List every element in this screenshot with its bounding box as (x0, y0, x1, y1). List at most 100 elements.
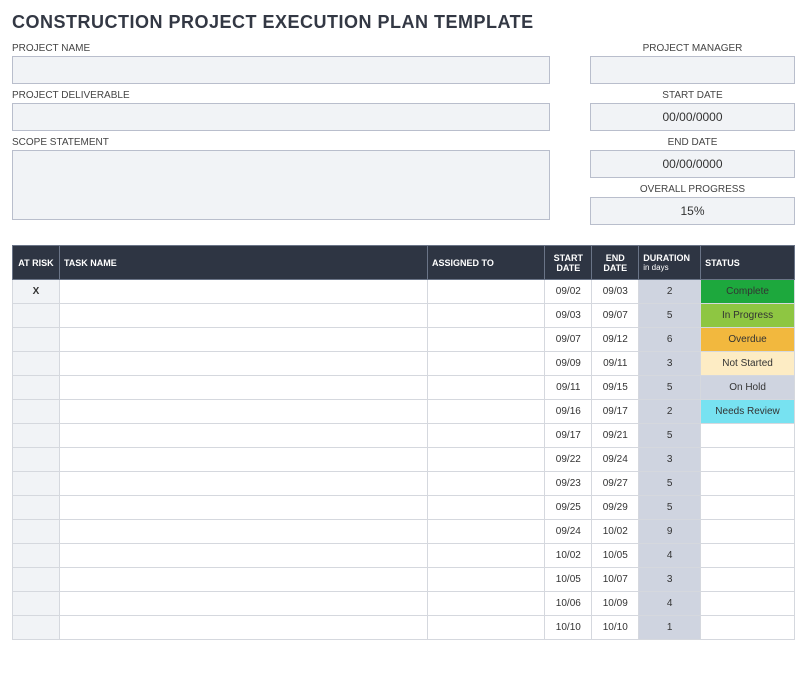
cell-end-date[interactable]: 10/07 (592, 568, 639, 592)
cell-assigned-to[interactable] (428, 328, 545, 352)
table-row[interactable]: 10/0510/073 (13, 568, 795, 592)
cell-at-risk[interactable] (13, 448, 60, 472)
cell-at-risk[interactable] (13, 568, 60, 592)
cell-start-date[interactable]: 10/02 (545, 544, 592, 568)
cell-status[interactable] (701, 544, 795, 568)
cell-at-risk[interactable] (13, 328, 60, 352)
cell-assigned-to[interactable] (428, 424, 545, 448)
cell-assigned-to[interactable] (428, 616, 545, 640)
cell-start-date[interactable]: 10/06 (545, 592, 592, 616)
cell-assigned-to[interactable] (428, 568, 545, 592)
cell-end-date[interactable]: 09/17 (592, 400, 639, 424)
cell-at-risk[interactable] (13, 424, 60, 448)
cell-start-date[interactable]: 09/07 (545, 328, 592, 352)
table-row[interactable]: 09/1109/155On Hold (13, 376, 795, 400)
table-row[interactable]: 10/0610/094 (13, 592, 795, 616)
cell-assigned-to[interactable] (428, 352, 545, 376)
cell-status[interactable] (701, 424, 795, 448)
cell-assigned-to[interactable] (428, 280, 545, 304)
cell-status[interactable]: Needs Review (701, 400, 795, 424)
cell-assigned-to[interactable] (428, 472, 545, 496)
cell-assigned-to[interactable] (428, 592, 545, 616)
cell-start-date[interactable]: 09/23 (545, 472, 592, 496)
cell-end-date[interactable]: 09/21 (592, 424, 639, 448)
table-row[interactable]: 09/0909/113Not Started (13, 352, 795, 376)
cell-task-name[interactable] (59, 616, 427, 640)
end-date-input[interactable]: 00/00/0000 (590, 150, 795, 178)
cell-at-risk[interactable] (13, 592, 60, 616)
scope-statement-input[interactable] (12, 150, 550, 220)
cell-end-date[interactable]: 10/02 (592, 520, 639, 544)
cell-task-name[interactable] (59, 280, 427, 304)
cell-assigned-to[interactable] (428, 496, 545, 520)
project-name-input[interactable] (12, 56, 550, 84)
cell-at-risk[interactable]: X (13, 280, 60, 304)
project-manager-input[interactable] (590, 56, 795, 84)
cell-status[interactable] (701, 568, 795, 592)
cell-task-name[interactable] (59, 376, 427, 400)
cell-task-name[interactable] (59, 304, 427, 328)
cell-status[interactable]: Overdue (701, 328, 795, 352)
cell-task-name[interactable] (59, 472, 427, 496)
table-row[interactable]: X09/0209/032Complete (13, 280, 795, 304)
cell-assigned-to[interactable] (428, 400, 545, 424)
cell-status[interactable] (701, 520, 795, 544)
cell-end-date[interactable]: 09/12 (592, 328, 639, 352)
cell-at-risk[interactable] (13, 304, 60, 328)
table-row[interactable]: 09/2410/029 (13, 520, 795, 544)
project-deliverable-input[interactable] (12, 103, 550, 131)
cell-at-risk[interactable] (13, 376, 60, 400)
table-row[interactable]: 09/2309/275 (13, 472, 795, 496)
cell-assigned-to[interactable] (428, 520, 545, 544)
cell-task-name[interactable] (59, 568, 427, 592)
table-row[interactable]: 09/0709/126Overdue (13, 328, 795, 352)
cell-task-name[interactable] (59, 544, 427, 568)
cell-start-date[interactable]: 09/22 (545, 448, 592, 472)
cell-task-name[interactable] (59, 400, 427, 424)
cell-start-date[interactable]: 09/03 (545, 304, 592, 328)
cell-task-name[interactable] (59, 424, 427, 448)
cell-at-risk[interactable] (13, 352, 60, 376)
cell-start-date[interactable]: 09/25 (545, 496, 592, 520)
cell-end-date[interactable]: 10/10 (592, 616, 639, 640)
cell-status[interactable] (701, 496, 795, 520)
cell-end-date[interactable]: 09/07 (592, 304, 639, 328)
cell-task-name[interactable] (59, 520, 427, 544)
cell-at-risk[interactable] (13, 496, 60, 520)
table-row[interactable]: 09/2209/243 (13, 448, 795, 472)
table-row[interactable]: 09/2509/295 (13, 496, 795, 520)
cell-end-date[interactable]: 09/03 (592, 280, 639, 304)
cell-at-risk[interactable] (13, 616, 60, 640)
cell-assigned-to[interactable] (428, 448, 545, 472)
cell-status[interactable]: On Hold (701, 376, 795, 400)
table-row[interactable]: 10/1010/101 (13, 616, 795, 640)
cell-task-name[interactable] (59, 496, 427, 520)
cell-start-date[interactable]: 09/16 (545, 400, 592, 424)
start-date-input[interactable]: 00/00/0000 (590, 103, 795, 131)
cell-assigned-to[interactable] (428, 376, 545, 400)
cell-status[interactable]: Not Started (701, 352, 795, 376)
cell-end-date[interactable]: 10/05 (592, 544, 639, 568)
cell-start-date[interactable]: 09/02 (545, 280, 592, 304)
table-row[interactable]: 10/0210/054 (13, 544, 795, 568)
cell-task-name[interactable] (59, 592, 427, 616)
cell-at-risk[interactable] (13, 544, 60, 568)
cell-end-date[interactable]: 09/15 (592, 376, 639, 400)
cell-task-name[interactable] (59, 448, 427, 472)
cell-end-date[interactable]: 09/24 (592, 448, 639, 472)
cell-status[interactable] (701, 592, 795, 616)
cell-start-date[interactable]: 09/09 (545, 352, 592, 376)
cell-end-date[interactable]: 09/29 (592, 496, 639, 520)
cell-status[interactable] (701, 448, 795, 472)
cell-start-date[interactable]: 09/11 (545, 376, 592, 400)
cell-start-date[interactable]: 10/05 (545, 568, 592, 592)
cell-status[interactable] (701, 472, 795, 496)
cell-status[interactable]: Complete (701, 280, 795, 304)
table-row[interactable]: 09/1609/172Needs Review (13, 400, 795, 424)
cell-status[interactable] (701, 616, 795, 640)
cell-task-name[interactable] (59, 328, 427, 352)
cell-at-risk[interactable] (13, 472, 60, 496)
cell-end-date[interactable]: 10/09 (592, 592, 639, 616)
cell-start-date[interactable]: 09/17 (545, 424, 592, 448)
cell-end-date[interactable]: 09/27 (592, 472, 639, 496)
